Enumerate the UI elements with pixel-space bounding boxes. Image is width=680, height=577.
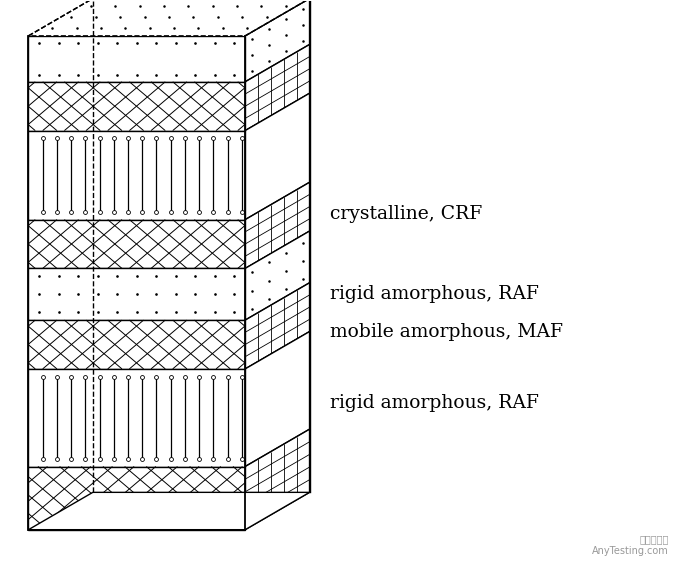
Bar bbox=[29, 82, 245, 130]
Text: rigid amorphous, RAF: rigid amorphous, RAF bbox=[330, 394, 539, 413]
Polygon shape bbox=[245, 332, 309, 467]
Polygon shape bbox=[245, 44, 309, 130]
Polygon shape bbox=[245, 0, 309, 82]
Text: rigid amorphous, RAF: rigid amorphous, RAF bbox=[330, 285, 539, 304]
Bar bbox=[29, 369, 245, 467]
Bar bbox=[29, 220, 245, 268]
Polygon shape bbox=[245, 283, 309, 369]
Text: crystalline, CRF: crystalline, CRF bbox=[330, 205, 482, 223]
Polygon shape bbox=[245, 429, 309, 530]
Polygon shape bbox=[245, 93, 309, 220]
Bar bbox=[29, 467, 245, 530]
Bar bbox=[29, 320, 245, 369]
Bar bbox=[29, 268, 245, 320]
Polygon shape bbox=[245, 231, 309, 320]
Polygon shape bbox=[29, 0, 309, 36]
Bar bbox=[29, 36, 245, 82]
Polygon shape bbox=[29, 492, 309, 530]
Polygon shape bbox=[245, 182, 309, 268]
Bar bbox=[29, 130, 245, 220]
Text: 嘉峪检测网
AnyTesting.com: 嘉峪检测网 AnyTesting.com bbox=[592, 534, 668, 556]
Text: mobile amorphous, MAF: mobile amorphous, MAF bbox=[330, 323, 563, 340]
